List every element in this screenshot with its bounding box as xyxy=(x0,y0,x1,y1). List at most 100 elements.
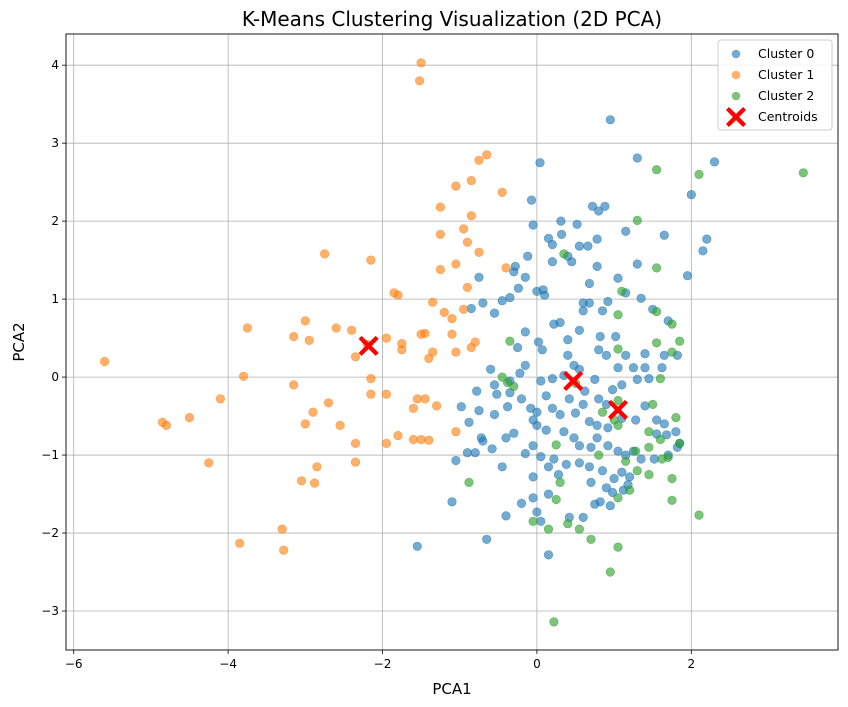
cluster-2-point xyxy=(667,319,677,329)
cluster-2-point xyxy=(551,494,561,505)
legend-marker-1 xyxy=(731,70,741,80)
cluster-1-point xyxy=(277,524,287,534)
cluster-1-point xyxy=(435,229,446,239)
cluster-2-point xyxy=(694,510,704,520)
cluster-0-point xyxy=(556,229,567,239)
x-tick-label: 0 xyxy=(533,657,541,671)
cluster-0-point xyxy=(547,257,558,267)
y-tick-label: −1 xyxy=(41,448,59,462)
cluster-2-point xyxy=(694,169,704,179)
cluster-0-point xyxy=(547,374,558,384)
cluster-1-point xyxy=(296,476,307,486)
cluster-0-point xyxy=(661,430,672,440)
cluster-0-point xyxy=(532,407,542,417)
cluster-2-point xyxy=(667,495,677,505)
cluster-0-point xyxy=(587,201,598,211)
cluster-1-point xyxy=(462,237,473,247)
cluster-0-point xyxy=(594,345,604,355)
cluster-2-point xyxy=(574,524,585,534)
cluster-0-point xyxy=(489,380,500,390)
data-points xyxy=(99,58,808,627)
centroid-markers xyxy=(358,335,628,420)
cluster-0-point xyxy=(547,239,558,250)
cluster-2-point xyxy=(549,617,559,627)
x-tick-label: −4 xyxy=(219,657,237,671)
cluster-0-point xyxy=(624,472,635,482)
cluster-1-point xyxy=(424,435,434,445)
cluster-1-point xyxy=(184,413,195,423)
cluster-1-point xyxy=(482,150,492,160)
cluster-1-point xyxy=(459,304,469,314)
cluster-0-point xyxy=(592,234,602,244)
cluster-0-point xyxy=(592,433,602,443)
cluster-1-point xyxy=(432,401,442,411)
cluster-0-point xyxy=(563,350,573,360)
y-tick-label: −3 xyxy=(41,604,59,618)
y-tick-label: −2 xyxy=(41,526,59,540)
cluster-2-point xyxy=(597,407,608,417)
cluster-1-point xyxy=(428,297,438,307)
cluster-1-point xyxy=(279,545,289,555)
cluster-0-point xyxy=(509,428,519,438)
legend: Cluster 0 Cluster 1 Cluster 2 Centroids xyxy=(717,39,833,131)
chart-title: K-Means Clustering Visualization (2D PCA… xyxy=(242,7,662,31)
cluster-2-point xyxy=(663,452,673,463)
cluster-2-point xyxy=(586,534,596,544)
cluster-0-point xyxy=(592,261,602,272)
cluster-2-point xyxy=(671,413,681,423)
centroid-marker xyxy=(607,399,628,420)
cluster-0-point xyxy=(574,325,585,335)
cluster-0-point xyxy=(632,259,642,269)
cluster-1-point xyxy=(447,329,457,339)
cluster-0-point xyxy=(474,272,484,282)
cluster-0-point xyxy=(489,409,500,420)
legend-centroid-marker xyxy=(726,107,746,127)
cluster-0-point xyxy=(555,409,565,420)
cluster-1-point xyxy=(239,371,249,381)
cluster-0-point xyxy=(603,296,613,307)
cluster-0-point xyxy=(543,489,554,499)
cluster-0-point xyxy=(636,293,646,303)
cluster-1-point xyxy=(451,347,461,357)
y-tick-label: 0 xyxy=(51,370,59,384)
cluster-2-point xyxy=(644,442,654,452)
cluster-2-point xyxy=(675,438,685,449)
cluster-0-point xyxy=(613,363,623,373)
cluster-0-point xyxy=(528,472,538,482)
cluster-1-point xyxy=(424,353,434,364)
cluster-0-point xyxy=(584,462,595,472)
cluster-0-point xyxy=(509,267,519,277)
cluster-0-point xyxy=(556,216,566,226)
cluster-2-point xyxy=(651,165,662,175)
cluster-1-point xyxy=(393,290,403,300)
cluster-0-point xyxy=(547,403,558,413)
cluster-0-point xyxy=(698,246,708,256)
cluster-1-point xyxy=(415,76,425,86)
cluster-0-point xyxy=(572,219,582,229)
cluster-0-point xyxy=(607,385,618,395)
cluster-1-point xyxy=(289,331,299,342)
cluster-2-point xyxy=(613,493,623,503)
cluster-0-point xyxy=(549,319,559,329)
cluster-0-point xyxy=(601,350,612,360)
cluster-2-point xyxy=(509,381,519,392)
cluster-1-point xyxy=(466,176,476,186)
legend-label-0: Cluster 0 xyxy=(758,46,814,61)
cluster-0-point xyxy=(503,402,513,412)
cluster-0-point xyxy=(590,499,600,509)
cluster-0-point xyxy=(659,419,669,429)
cluster-0-point xyxy=(528,220,538,230)
cluster-0-point xyxy=(482,534,492,544)
cluster-0-point xyxy=(613,446,623,456)
cluster-0-point xyxy=(532,420,542,431)
cluster-0-point xyxy=(561,459,571,470)
y-tick-label: 1 xyxy=(51,292,59,306)
cluster-0-point xyxy=(528,493,538,503)
cluster-0-point xyxy=(578,306,588,316)
cluster-0-point xyxy=(570,408,581,418)
cluster-1-point xyxy=(335,420,345,431)
cluster-0-point xyxy=(644,374,654,384)
cluster-0-point xyxy=(586,477,596,488)
axis-ticks: −6 −4 −2 0 2 −3 −2 −1 0 1 2 3 4 xyxy=(41,58,695,671)
cluster-0-point xyxy=(595,331,605,342)
